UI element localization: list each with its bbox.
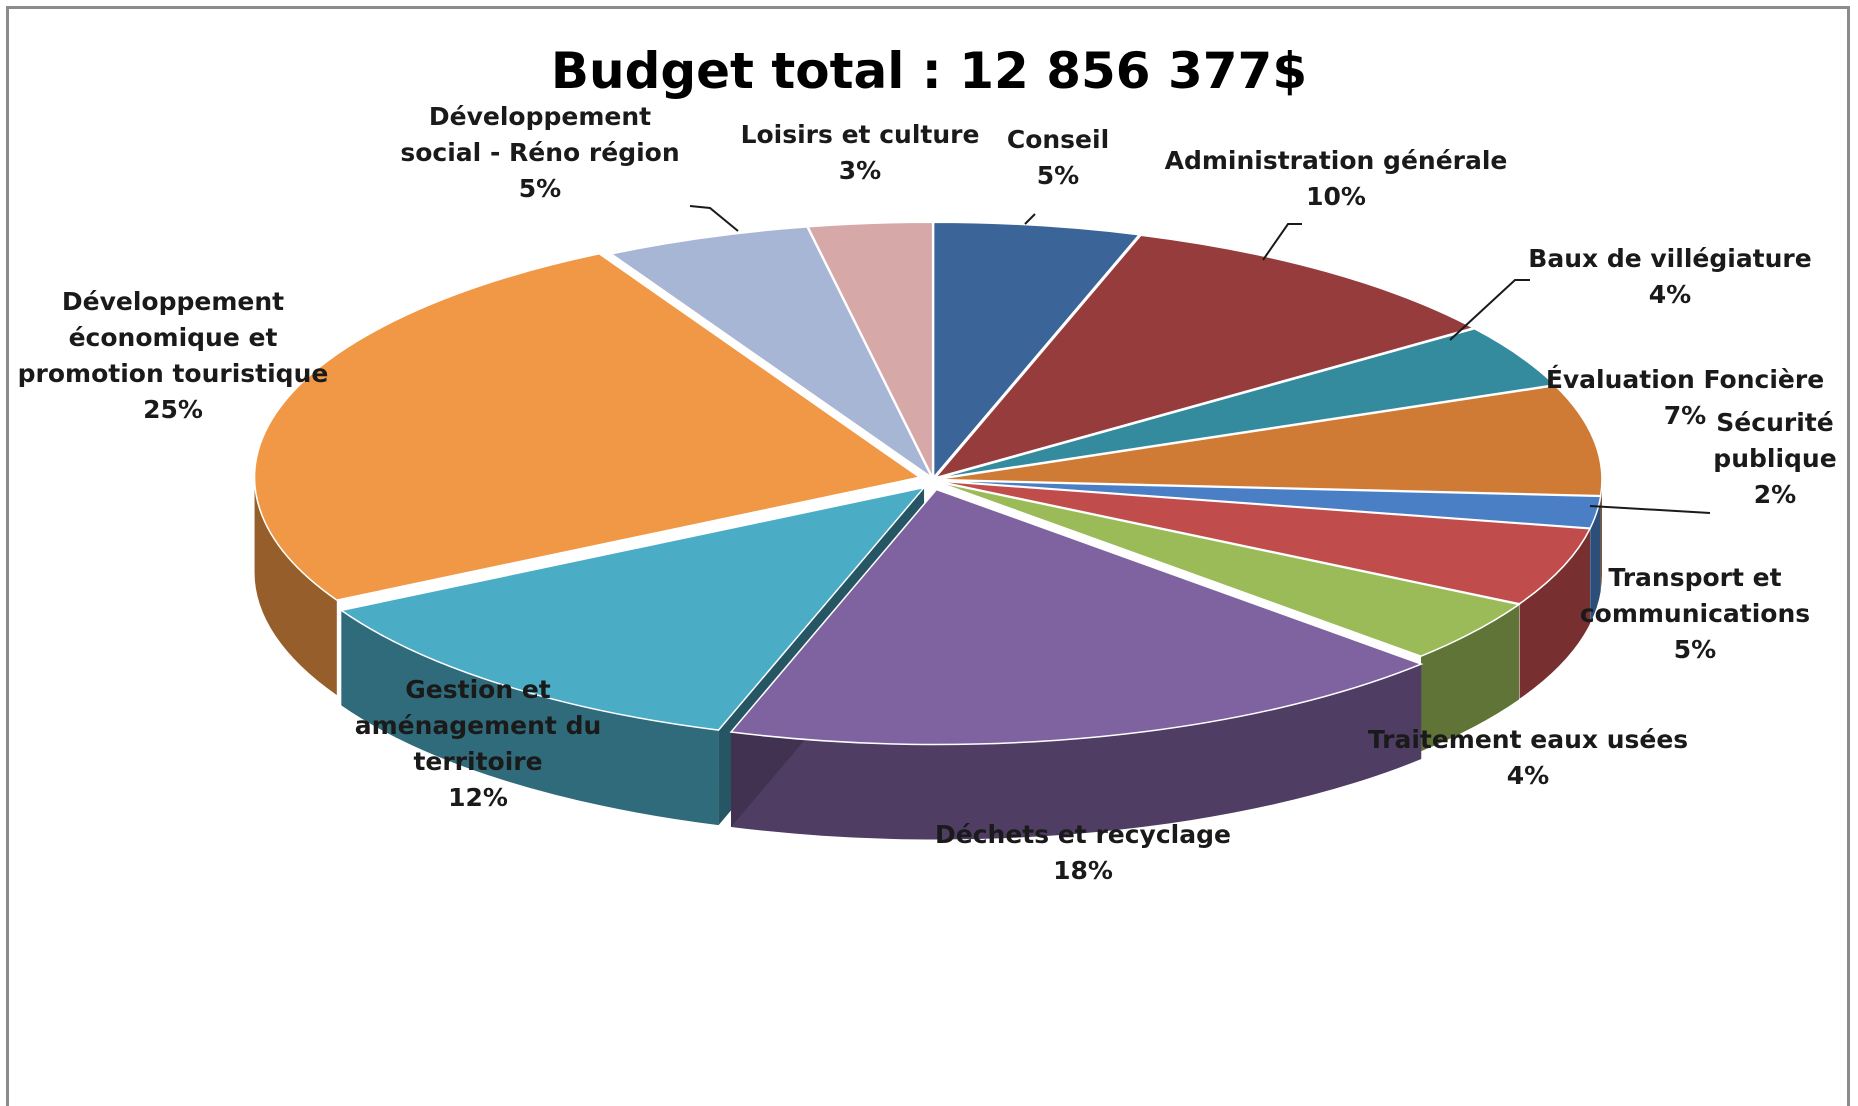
slice-0 xyxy=(932,221,1141,480)
data-label-0: Conseil 5% xyxy=(1007,125,1109,190)
leader-line-4 xyxy=(1589,505,1711,514)
slice-6 xyxy=(935,480,1521,658)
data-label-9: Développement économique et promotion tour… xyxy=(18,287,329,424)
slice-9 xyxy=(253,253,922,601)
slice-11 xyxy=(806,221,934,478)
data-label-2: Baux de villégiature 4% xyxy=(1528,244,1811,309)
data-labels: Conseil 5% Administration générale 10% Baux … xyxy=(18,102,1837,885)
data-label-8: Gestion et aménagement du territoire 12% xyxy=(355,675,602,812)
data-label-11: Loisirs et culture 3% xyxy=(741,120,980,185)
slice-side-5 xyxy=(1519,528,1590,699)
slice-side-6 xyxy=(1421,604,1519,752)
slice-side-8 xyxy=(341,610,719,826)
slice-8 xyxy=(339,486,927,731)
leader-line-1 xyxy=(1262,223,1302,261)
slice-3 xyxy=(936,384,1603,497)
data-label-5: Transport et communications 5% xyxy=(1580,563,1810,664)
data-label-1: Administration générale 10% xyxy=(1165,146,1508,211)
slice-1 xyxy=(933,234,1476,480)
data-label-4: Sécurité publique 2% xyxy=(1713,408,1836,509)
data-label-10: Développement social - Réno région 5% xyxy=(400,102,679,203)
slice-side-4 xyxy=(1590,496,1601,624)
leader-line-0 xyxy=(1024,213,1036,225)
slice-10 xyxy=(609,226,933,478)
data-label-6: Traitement eaux usées 4% xyxy=(1368,725,1688,790)
data-label-7: Déchets et recyclage 18% xyxy=(935,820,1231,885)
slice-7 xyxy=(729,488,1424,746)
data-label-3: Évaluation Foncière 7% xyxy=(1546,365,1824,430)
slice-2 xyxy=(936,327,1557,480)
slice-side-7 xyxy=(730,664,1422,840)
pie-slices xyxy=(253,221,1603,746)
leader-line-2 xyxy=(1449,279,1530,341)
slice-5 xyxy=(936,480,1592,605)
chart-title: Budget total : 12 856 377$ xyxy=(551,42,1307,100)
slice-side-9 xyxy=(254,477,337,696)
leader-line-10 xyxy=(689,205,739,232)
leader-lines xyxy=(689,205,1711,514)
